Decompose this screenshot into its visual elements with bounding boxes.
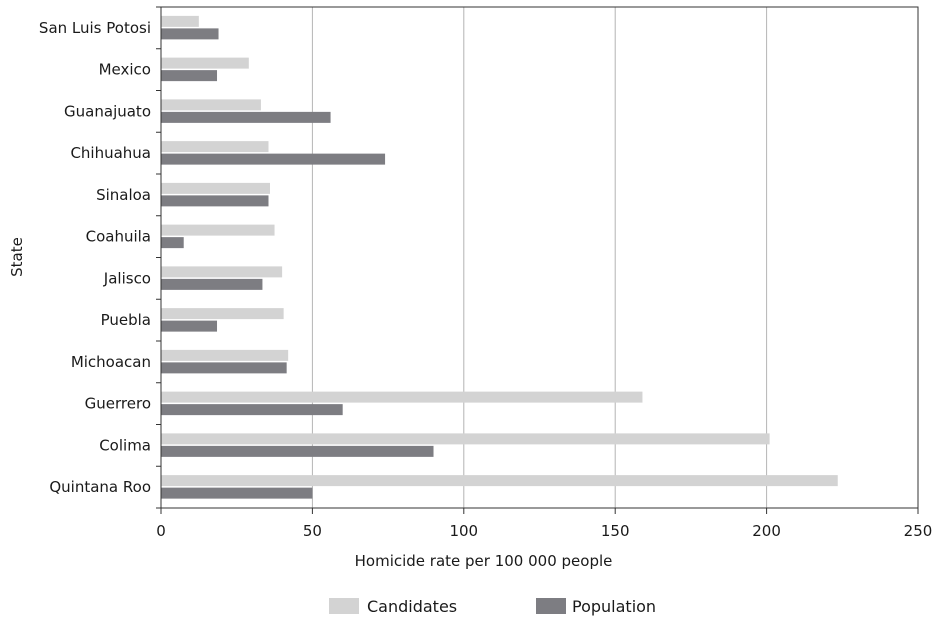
bar-population <box>161 70 218 82</box>
category-label: Coahuila <box>86 228 151 246</box>
bar-population <box>161 111 331 123</box>
bar-candidates <box>161 475 838 487</box>
bar-population <box>161 362 287 374</box>
category-label: Michoacan <box>71 353 151 371</box>
legend: Candidates Population <box>329 597 656 616</box>
bars <box>161 15 838 499</box>
axis-ticks <box>156 6 919 514</box>
category-label: Puebla <box>101 311 151 329</box>
bar-candidates <box>161 433 770 445</box>
x-tick-label: 250 <box>904 522 933 540</box>
bar-candidates <box>161 308 284 320</box>
category-label: Guerrero <box>85 395 151 413</box>
bar-population <box>161 195 269 207</box>
bar-population <box>161 278 263 290</box>
category-labels: San Luis Potosi Mexico Guanajuato Chihuahua… <box>39 19 151 496</box>
x-tick-label: 150 <box>601 522 630 540</box>
category-label: Sinaloa <box>96 186 151 204</box>
x-tick-label: 200 <box>752 522 781 540</box>
bar-candidates <box>161 391 643 403</box>
bar-population <box>161 445 434 457</box>
x-tick-label: 100 <box>449 522 478 540</box>
category-label: Mexico <box>99 61 151 79</box>
bar-population <box>161 487 313 499</box>
bar-population <box>161 320 218 332</box>
category-label: Quintana Roo <box>49 478 151 496</box>
bar-candidates <box>161 99 261 111</box>
bar-candidates <box>161 141 269 153</box>
bar-candidates <box>161 15 199 27</box>
bar-population <box>161 404 343 416</box>
legend-swatch-candidates <box>329 598 359 614</box>
category-label: Jalisco <box>103 269 151 287</box>
bar-population <box>161 153 386 165</box>
bar-candidates <box>161 266 283 278</box>
x-axis-title: Homicide rate per 100 000 people <box>355 552 613 570</box>
legend-label: Candidates <box>367 597 457 616</box>
bar-candidates <box>161 349 289 361</box>
bar-population <box>161 28 219 40</box>
gridlines <box>311 7 768 508</box>
y-axis-title: State <box>8 237 26 277</box>
category-label: Chihuahua <box>70 144 151 162</box>
bar-population <box>161 237 184 249</box>
category-label: Guanajuato <box>64 102 151 120</box>
bar-candidates <box>161 224 275 236</box>
bar-candidates <box>161 57 249 69</box>
category-label: San Luis Potosi <box>39 19 151 37</box>
x-tick-labels: 0 50 100 150 200 250 <box>156 522 932 540</box>
bar-candidates <box>161 182 271 194</box>
x-tick-label: 0 <box>156 522 166 540</box>
category-label: Colima <box>99 436 151 454</box>
legend-label: Population <box>572 597 656 616</box>
legend-swatch-population <box>536 598 566 614</box>
plot-area-frame <box>160 6 919 509</box>
x-tick-label: 50 <box>303 522 322 540</box>
